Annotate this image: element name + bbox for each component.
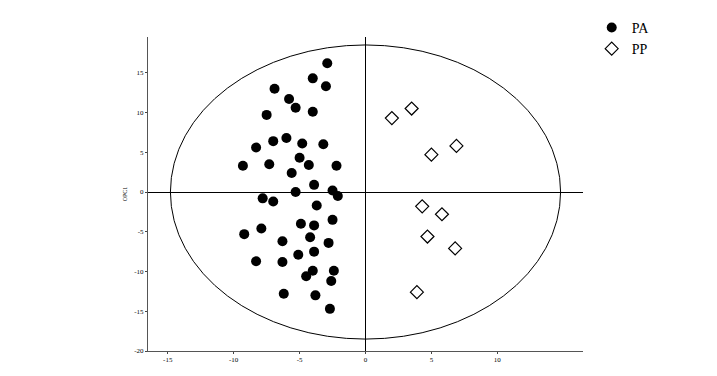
svg-text:10: 10 [137,109,145,117]
svg-text:-5: -5 [138,228,144,236]
svg-text:5: 5 [140,149,144,157]
svg-text:0: 0 [140,188,144,196]
svg-text:-10: -10 [134,268,144,276]
svg-text:-5: -5 [297,356,303,364]
svg-text:5: 5 [430,356,434,364]
svg-text:PA: PA [632,21,650,36]
svg-text:OPC1: OPC1 [122,187,128,202]
svg-text:0: 0 [364,356,368,364]
svg-text:PP: PP [632,42,648,57]
svg-text:10: 10 [494,356,502,364]
svg-text:-10: -10 [229,356,239,364]
svg-text:15: 15 [137,69,145,77]
svg-text:-15: -15 [134,308,144,316]
svg-text:-15: -15 [163,356,173,364]
svg-text:-20: -20 [134,347,144,355]
